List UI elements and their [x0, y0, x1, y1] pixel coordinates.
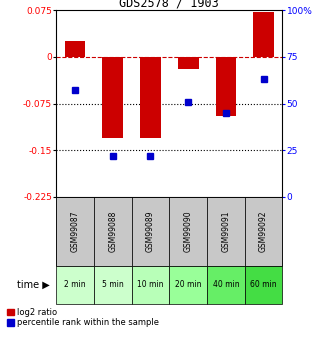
Text: GSM99087: GSM99087	[71, 210, 80, 252]
Text: GSM99092: GSM99092	[259, 210, 268, 252]
Bar	[132, 266, 169, 304]
Bar	[253, 12, 274, 57]
Text: 5 min: 5 min	[102, 280, 124, 289]
Bar	[169, 266, 207, 304]
Text: 20 min: 20 min	[175, 280, 202, 289]
Bar	[215, 57, 236, 116]
Bar	[94, 266, 132, 304]
Bar	[65, 41, 85, 57]
Text: GSM99091: GSM99091	[221, 210, 230, 252]
Text: GSM99089: GSM99089	[146, 210, 155, 252]
Text: 10 min: 10 min	[137, 280, 164, 289]
Bar	[132, 197, 169, 266]
Bar	[56, 197, 94, 266]
Bar	[94, 197, 132, 266]
Title: GDS2578 / 1903: GDS2578 / 1903	[119, 0, 219, 9]
Bar	[169, 197, 207, 266]
Bar	[140, 57, 161, 138]
Text: 40 min: 40 min	[213, 280, 239, 289]
Legend: log2 ratio, percentile rank within the sample: log2 ratio, percentile rank within the s…	[7, 308, 160, 327]
Text: 2 min: 2 min	[64, 280, 86, 289]
Bar	[207, 197, 245, 266]
Bar	[178, 57, 199, 69]
Bar	[102, 57, 123, 138]
Text: GSM99090: GSM99090	[184, 210, 193, 252]
Bar	[56, 266, 94, 304]
Text: GSM99088: GSM99088	[108, 210, 117, 252]
Bar	[207, 266, 245, 304]
Bar	[245, 266, 282, 304]
Text: 60 min: 60 min	[250, 280, 277, 289]
Bar	[245, 197, 282, 266]
Text: time ▶: time ▶	[17, 280, 50, 289]
